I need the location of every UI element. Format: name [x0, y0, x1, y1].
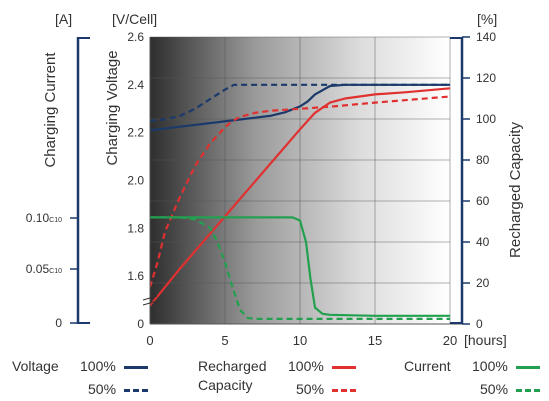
legend-group-label: Voltage — [12, 358, 59, 374]
series-layer — [150, 83, 450, 320]
axis-break-mark — [142, 295, 158, 306]
legend-item-label: 100% — [80, 358, 120, 374]
current-unit-label: [A] — [55, 11, 72, 27]
capacity-tick-label: 120 — [476, 71, 496, 85]
x-tick-labels: 0 5 10 15 20 — [146, 333, 457, 348]
series-line-4 — [150, 216, 450, 317]
capacity-tick-label: 80 — [476, 153, 490, 167]
voltage-tick-label: 1.6 — [127, 269, 144, 283]
current-tick-label: 0 — [55, 316, 62, 330]
legend-group-label: Recharged — [198, 358, 267, 374]
legend-swatch — [515, 388, 540, 392]
current-tick-label: 0.05C10 — [26, 262, 62, 276]
legend-item-label: 100% — [472, 358, 512, 374]
voltage-tick-label: 2.0 — [127, 174, 144, 188]
x-tick-label: 10 — [293, 333, 307, 348]
voltage-tick-label: 2.6 — [127, 30, 144, 44]
capacity-tick-label: 140 — [476, 30, 496, 44]
capacity-tick-label: 0 — [476, 317, 483, 331]
capacity-tick-label: 40 — [476, 235, 490, 249]
legend-group-label: Current — [404, 358, 451, 374]
legend-item: 50% — [296, 381, 356, 397]
capacity-tick-label: 20 — [476, 276, 490, 290]
legend-item-label: 50% — [296, 381, 328, 397]
voltage-unit-label: [V/Cell] — [112, 11, 157, 27]
legend-item-label: 50% — [480, 381, 512, 397]
series-line-5 — [150, 216, 450, 320]
x-tick-label: 5 — [221, 333, 228, 348]
capacity-unit-label: [%] — [477, 11, 497, 27]
voltage-tick-label: 2.4 — [127, 78, 144, 92]
current-axis-title: Charging Current — [42, 52, 59, 168]
x-tick-label: 0 — [146, 333, 153, 348]
legend-swatch — [515, 365, 540, 369]
voltage-tick-labels: 2.6 2.4 2.2 2.0 1.8 1.6 0 — [127, 30, 144, 331]
current-tick-label: 0.10C10 — [26, 211, 62, 225]
series-line-2 — [150, 87, 450, 307]
capacity-axis-title: Recharged Capacity — [507, 122, 524, 258]
capacity-tick-labels: 140 120 100 80 60 40 20 0 — [462, 30, 496, 331]
voltage-tick-label: 0 — [137, 317, 144, 331]
x-tick-label: 20 — [443, 333, 457, 348]
legend-swatch — [331, 388, 356, 392]
legend-swatch — [123, 365, 148, 369]
legend-item-label: 50% — [88, 381, 120, 397]
x-tick-label: 15 — [368, 333, 382, 348]
current-tick-labels: 0.10C10 0.05C10 0 — [26, 211, 78, 330]
series-line-1 — [150, 83, 450, 122]
legend-swatch — [331, 365, 356, 369]
legend-swatch — [123, 388, 148, 392]
voltage-tick-label: 2.2 — [127, 126, 144, 140]
voltage-tick-label: 1.8 — [127, 221, 144, 235]
capacity-tick-label: 100 — [476, 112, 496, 126]
legend-item: 100% — [472, 358, 540, 374]
legend-item-label: 100% — [288, 358, 328, 374]
capacity-tick-label: 60 — [476, 194, 490, 208]
legend-item: 50% — [480, 381, 540, 397]
legend-item: 100% — [80, 358, 148, 374]
voltage-axis-title: Charging Voltage — [104, 50, 121, 165]
legend-item: 100% — [288, 358, 356, 374]
legend-item: 50% — [88, 381, 148, 397]
x-unit-label: [hours] — [464, 332, 507, 348]
legend-group-label-line2: Capacity — [198, 377, 253, 393]
